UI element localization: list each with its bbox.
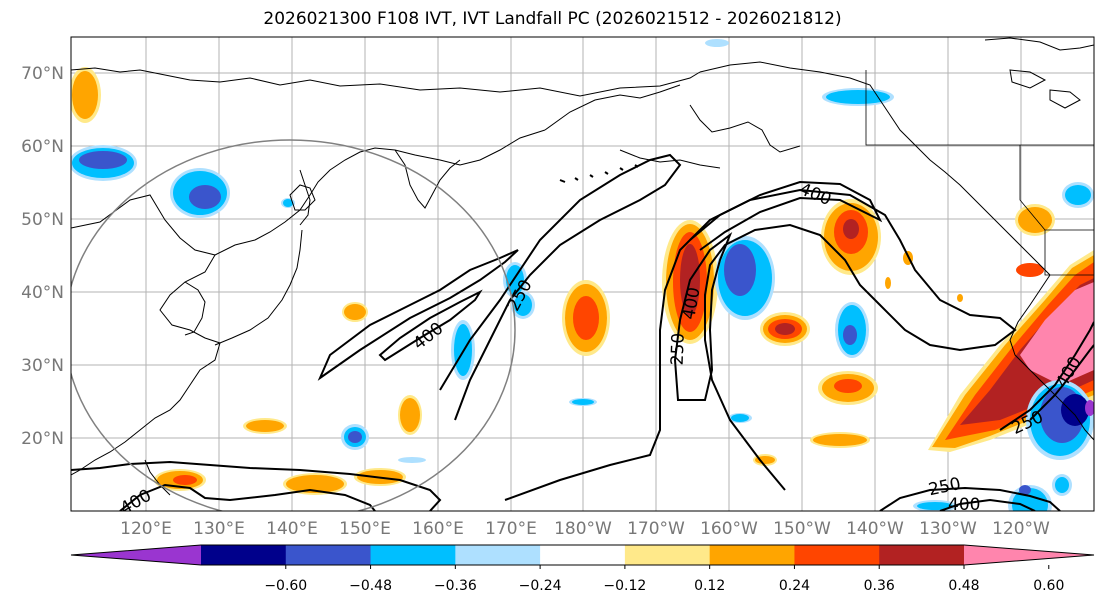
colorbar-extend-high [964,545,1094,565]
longitude-tick-label: 120°E [120,519,172,539]
colorbar-tick-label: 0.36 [864,578,895,594]
colorbar-segment [879,545,965,565]
colorbar-outline [70,544,1095,566]
colorbar: −0.60 −0.48 −0.36 −0.24 −0.12 0.12 0.24 0.36 0.4… [70,544,1095,594]
colorbar-segment [794,545,880,565]
longitude-tick-label: 150°W [773,519,831,539]
map-title: 2026021300 F108 IVT, IVT Landfall PC (20… [263,9,842,29]
longitude-tick-label: 160°W [700,519,758,539]
longitude-tick-label: 130°E [193,519,245,539]
coastlines [71,37,1094,496]
colorbar-segment [285,545,372,565]
longitude-tick-label: 160°E [412,519,464,539]
map-frame [70,36,1095,512]
colorbar-tick-label: −0.60 [264,578,307,594]
latitude-labels: 70°N 60°N 50°N 40°N 30°N 20°N [21,64,64,449]
longitude-tick-label: 140°W [846,519,904,539]
longitude-tick-label: 120°W [992,519,1050,539]
colorbar-tick-label: 0.24 [779,578,810,594]
colorbar-tick-label: −0.48 [349,578,392,594]
graticule [71,37,1094,511]
latitude-tick-label: 20°N [21,429,64,449]
latitude-tick-label: 30°N [21,356,64,376]
landfall-region-circle [71,139,516,511]
contour-label: 250 [668,332,689,365]
longitude-tick-label: 170°W [627,519,685,539]
colorbar-segment [455,545,541,565]
colorbar-tick-label: −0.24 [519,578,562,594]
colorbar-extend-low [71,545,201,565]
longitude-labels: 120°E 130°E 140°E 150°E 160°E 170°E 180°W 170°W… [120,519,1050,539]
longitude-tick-label: 150°E [339,519,391,539]
longitude-tick-label: 170°E [485,519,537,539]
longitude-tick-label: 180°W [554,519,612,539]
colorbar-segment [370,545,456,565]
colorbar-tick-label: −0.36 [434,578,477,594]
colorbar-tick-label: 0.48 [948,578,979,594]
colorbar-segment [540,545,626,565]
latitude-tick-label: 50°N [21,210,64,230]
ivt-contours [71,153,1094,511]
colorbar-segment [624,545,711,565]
colorbar-tick-label: 0.12 [694,578,725,594]
latitude-tick-label: 70°N [21,64,64,84]
longitude-tick-label: 130°W [919,519,977,539]
colorbar-segment [709,545,795,565]
latitude-tick-label: 60°N [21,137,64,157]
colorbar-segment [201,545,287,565]
contour-label: 400 [948,495,980,515]
colorbar-tick-label: 0.60 [1033,578,1064,594]
colorbar-tick-label: −0.12 [603,578,646,594]
latitude-tick-label: 40°N [21,283,64,303]
longitude-tick-label: 140°E [266,519,318,539]
